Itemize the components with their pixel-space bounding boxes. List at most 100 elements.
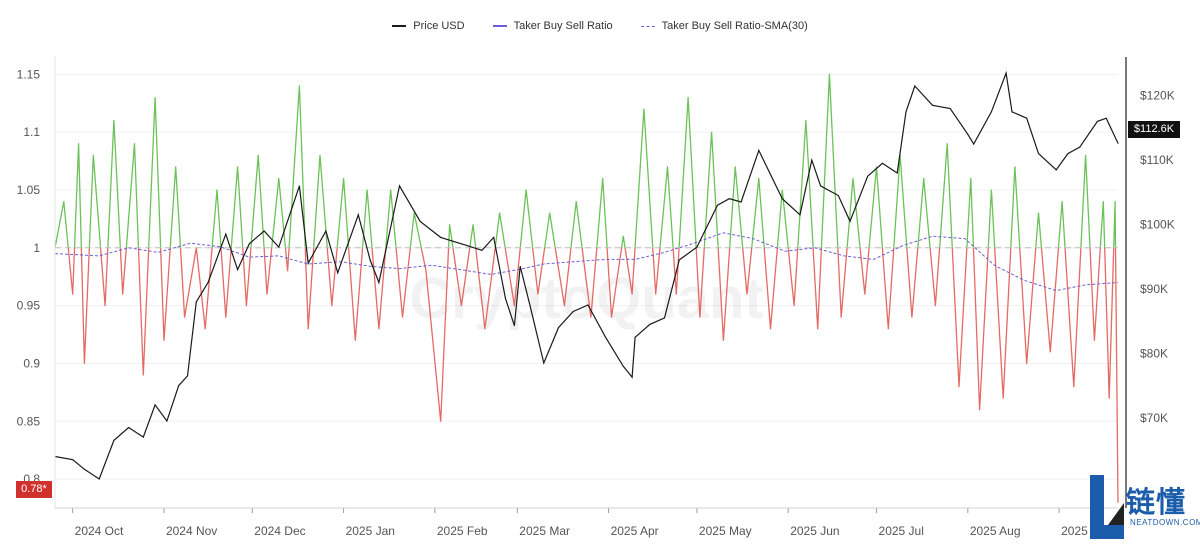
price-point [949,108,951,110]
ratio-point [448,224,451,226]
price-point [72,459,74,461]
x-tick-label: 2025 Jul [879,524,924,538]
ratio-point [216,189,218,191]
ratio-point [378,328,380,330]
ratio-point [699,316,701,318]
ratio-point [746,293,748,295]
ratio-point [631,293,633,295]
y-right-tick-label: $70K [1140,411,1168,425]
ratio-point [245,305,247,307]
ratio-point [549,212,551,214]
price-point [1096,120,1098,122]
price-point [728,198,730,200]
price-point [357,214,359,216]
price-point [558,327,560,329]
price-point [178,385,180,387]
ratio-point [460,305,462,307]
price-point [298,185,300,187]
price-point [820,185,822,187]
ratio-line-below [55,247,1119,503]
ratio-point [1102,200,1104,203]
price-point [493,236,495,238]
x-tick-label: 2025 Jan [346,524,395,538]
legend-item-ratio[interactable]: Taker Buy Sell Ratio [492,20,613,32]
price-point [649,323,651,325]
price-point [83,468,85,470]
ratio-point [1061,200,1063,203]
price-point [781,198,783,200]
price-point [990,111,992,113]
ratio-point [864,293,866,295]
price-point [237,269,239,271]
ratio-point [622,235,624,237]
price-point [896,172,898,174]
ratio-point [610,316,613,318]
sma-series [54,232,1119,292]
ratio-point [655,293,657,295]
site-logo: 链懂 NEATDOWN.COM [1086,475,1200,545]
ratio-point [575,200,577,203]
ratio-point [77,143,80,145]
ratio-swatch-icon [492,25,507,27]
legend-item-sma[interactable]: Taker Buy Sell Ratio-SMA(30) [640,20,808,32]
price-point [399,185,401,187]
price-point [622,365,624,367]
x-tick-label: 2024 Oct [75,524,124,538]
price-point [696,246,698,248]
price-point [460,243,462,245]
ratio-current-badge: 0.78* [16,481,52,498]
ratio-point [979,409,981,411]
ratio-point [499,212,501,214]
ratio-point [342,177,345,180]
price-point [419,220,421,222]
price-swatch-icon [392,25,407,27]
price-point [973,143,975,145]
ratio-point [1049,351,1051,353]
ratio-point [307,328,309,330]
price-point [207,282,209,283]
ratio-point [817,328,819,330]
price-point [1037,153,1039,155]
ratio-point [602,177,604,180]
ratio-point [734,166,736,168]
ratio-point [401,316,404,318]
price-point [1117,142,1119,144]
ratio-point [970,177,972,180]
ratio-point [183,316,186,318]
ratio-point [72,293,74,295]
ratio-point [236,166,239,168]
ratio-point [911,316,913,318]
price-point [914,85,916,87]
x-tick-label: 2025 Aug [970,524,1021,538]
price-point [505,298,507,300]
ratio-point [425,270,427,272]
ratio-point [225,316,227,318]
ratio-point [287,270,289,272]
y-right-tick-label: $120K [1140,89,1175,103]
price-point [1011,111,1013,113]
ratio-point [1026,362,1028,365]
price-point [337,272,339,274]
price-point [905,111,907,113]
price-point [634,336,636,338]
ratio-point [133,143,136,145]
price-point [481,249,483,251]
ratio-point [104,305,106,307]
ratio-point [1114,200,1116,203]
ratio-point [675,293,677,295]
price-point [378,282,380,283]
ratio-point [840,316,842,318]
y-left-tick-label: 0.85 [17,414,41,428]
ratio-point [319,154,321,156]
legend-item-price[interactable]: Price USD [392,20,465,32]
ratio-point [366,189,368,191]
y-left-tick-label: 0.9 [23,356,40,370]
y-left-tick-label: 1.15 [17,67,41,81]
ratio-point [923,177,925,180]
price-point [1005,72,1007,74]
y-right-tick-label: $90K [1140,282,1168,296]
ratio-point [643,108,645,110]
price-point [142,436,144,438]
logo-text-en: NEATDOWN.COM [1130,518,1200,527]
